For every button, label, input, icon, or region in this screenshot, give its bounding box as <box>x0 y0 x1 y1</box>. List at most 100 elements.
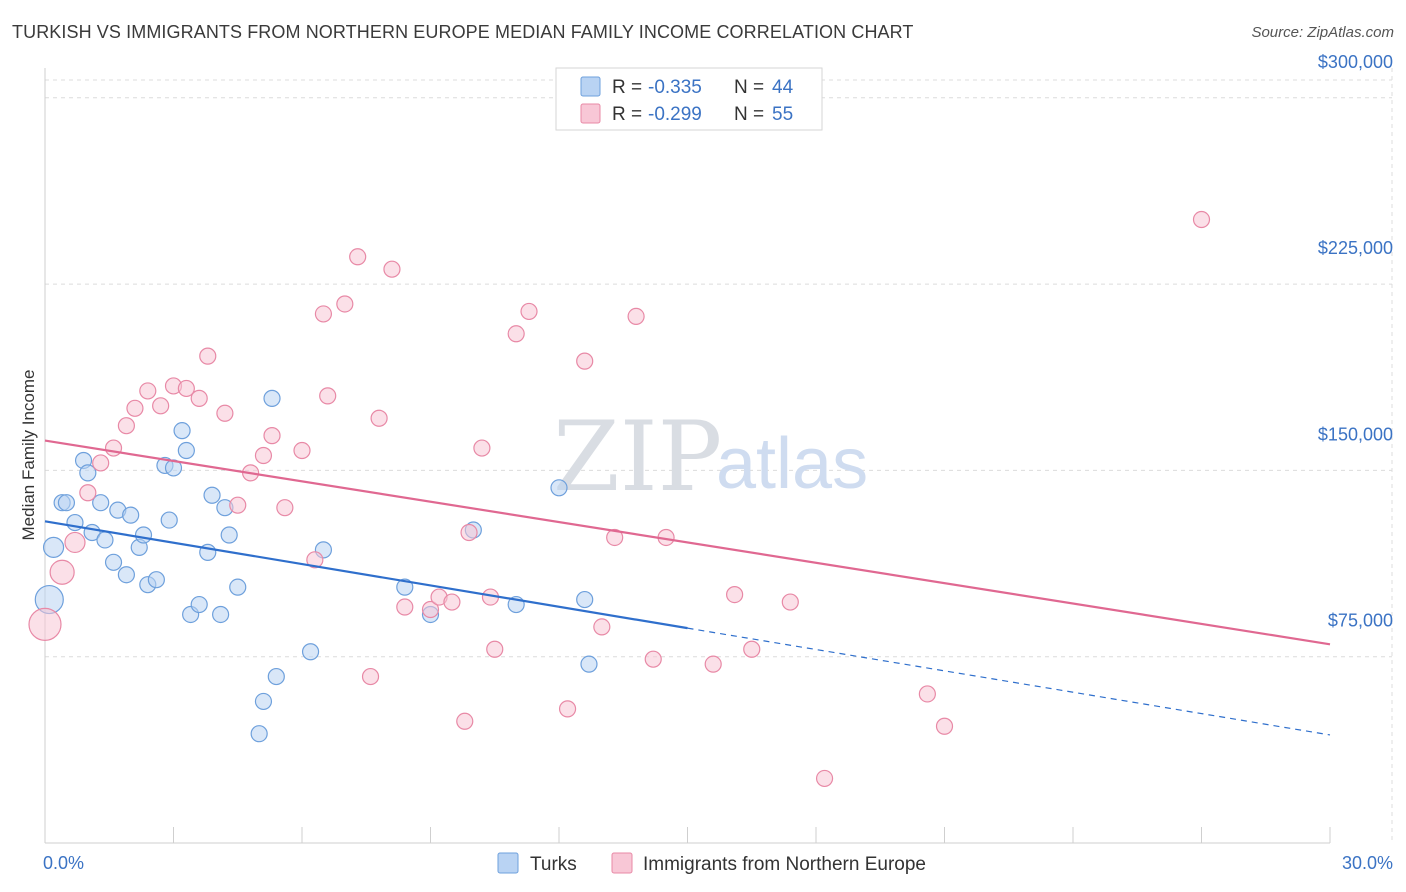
point-immigrants-24 <box>336 295 354 313</box>
legend-r-value-2: -0.299 <box>648 104 702 125</box>
watermark-atlas: atlas <box>716 424 868 504</box>
point-immigrants-22 <box>314 305 333 323</box>
point-immigrants-37 <box>507 325 525 343</box>
point-immigrants-29 <box>396 598 414 616</box>
legend-r-value-1: -0.335 <box>648 77 702 98</box>
y-tick-labels: $75,000 $150,000 $225,000 $300,000 <box>1318 52 1393 631</box>
watermark-zip: ZIP <box>553 401 722 513</box>
point-immigrants-25 <box>349 248 367 266</box>
point-turks-3 <box>57 494 76 512</box>
point-immigrants-0 <box>28 607 62 642</box>
legend-swatch-turks <box>580 76 601 97</box>
point-turks-32 <box>254 692 273 711</box>
point-immigrants-30 <box>421 600 440 619</box>
top-legend: R = -0.335 N = 44 R = -0.299 N = 55 <box>555 67 823 131</box>
point-immigrants-52 <box>935 717 954 735</box>
point-immigrants-19 <box>276 499 294 517</box>
point-immigrants-46 <box>704 655 722 673</box>
point-immigrants-20 <box>293 441 311 460</box>
y-axis-title: Median Family Income <box>19 369 38 540</box>
point-immigrants-41 <box>593 618 611 636</box>
y-tick-label-1: $150,000 <box>1318 424 1393 444</box>
point-turks-22 <box>177 441 195 460</box>
point-immigrants-33 <box>456 712 474 730</box>
point-immigrants-36 <box>486 640 504 658</box>
point-immigrants-38 <box>520 302 538 321</box>
point-immigrants-43 <box>627 307 645 325</box>
legend-r-label-1: R = <box>612 77 642 98</box>
point-turks-9 <box>96 531 114 549</box>
point-immigrants-1 <box>49 559 75 585</box>
point-immigrants-49 <box>781 593 799 611</box>
bottom-legend-swatch-immigrants <box>611 852 633 874</box>
point-turks-13 <box>122 506 140 524</box>
point-immigrants-14 <box>216 404 234 422</box>
chart-source: Source: ZipAtlas.com <box>1251 24 1394 41</box>
bottom-legend-label-turks: Turks <box>530 854 577 875</box>
point-immigrants-11 <box>177 379 195 398</box>
legend-n-value-2: 55 <box>772 104 793 125</box>
point-immigrants-32 <box>443 593 461 611</box>
point-turks-24 <box>190 595 208 614</box>
point-immigrants-2 <box>64 531 86 554</box>
point-immigrants-35 <box>473 439 491 457</box>
x-tick-label-min: 0.0% <box>43 853 84 873</box>
point-immigrants-15 <box>229 496 247 514</box>
point-turks-1 <box>42 536 65 559</box>
chart-title: TURKISH VS IMMIGRANTS FROM NORTHERN EURO… <box>12 22 914 42</box>
point-turks-26 <box>203 486 221 504</box>
point-turks-10 <box>104 553 123 571</box>
point-immigrants-4 <box>92 454 110 472</box>
legend-swatch-immigrants <box>580 103 601 124</box>
point-turks-33 <box>267 667 285 686</box>
point-immigrants-51 <box>918 685 936 703</box>
y-tick-label-0: $75,000 <box>1328 611 1393 631</box>
point-immigrants-13 <box>199 347 217 365</box>
point-turks-6 <box>79 464 97 482</box>
point-immigrants-17 <box>254 446 273 465</box>
y-tick-label-3: $300,000 <box>1318 52 1393 72</box>
point-immigrants-23 <box>319 387 337 405</box>
point-turks-41 <box>550 479 568 497</box>
point-immigrants-12 <box>190 389 208 407</box>
point-immigrants-8 <box>139 382 157 400</box>
point-immigrants-53 <box>1192 210 1211 229</box>
point-turks-35 <box>301 643 320 661</box>
point-immigrants-26 <box>361 667 380 686</box>
point-immigrants-5 <box>104 439 123 457</box>
x-tick-labels: 0.0% 30.0% <box>43 853 1393 873</box>
point-turks-37 <box>396 578 414 596</box>
point-immigrants-9 <box>152 397 170 415</box>
point-immigrants-42 <box>606 528 624 547</box>
point-turks-19 <box>160 511 178 529</box>
axes <box>44 68 1331 844</box>
watermark: ZIP atlas <box>553 401 868 513</box>
point-turks-17 <box>147 571 165 589</box>
point-immigrants-21 <box>306 551 324 569</box>
point-immigrants-34 <box>460 523 478 542</box>
point-immigrants-7 <box>126 399 144 417</box>
trend-lines <box>44 439 1331 736</box>
point-immigrants-27 <box>370 409 388 427</box>
point-turks-42 <box>576 590 594 609</box>
legend-n-label-1: N = <box>734 77 764 98</box>
data-points <box>28 210 1211 788</box>
point-immigrants-44 <box>644 650 662 668</box>
point-immigrants-3 <box>79 484 97 502</box>
point-immigrants-47 <box>726 586 744 604</box>
y-tick-label-2: $225,000 <box>1318 238 1393 258</box>
point-turks-34 <box>263 389 281 407</box>
trend-line-extension-turks <box>687 627 1331 736</box>
grid-lines <box>45 68 1393 843</box>
point-turks-27 <box>212 605 230 624</box>
point-turks-31 <box>250 725 268 743</box>
trend-line-turks <box>44 520 688 630</box>
point-immigrants-39 <box>558 700 577 718</box>
point-immigrants-28 <box>383 260 401 278</box>
x-tick-label-max: 30.0% <box>1342 853 1393 873</box>
point-immigrants-48 <box>743 640 761 658</box>
point-turks-43 <box>580 655 598 673</box>
point-turks-8 <box>92 494 110 512</box>
point-turks-21 <box>173 422 191 440</box>
